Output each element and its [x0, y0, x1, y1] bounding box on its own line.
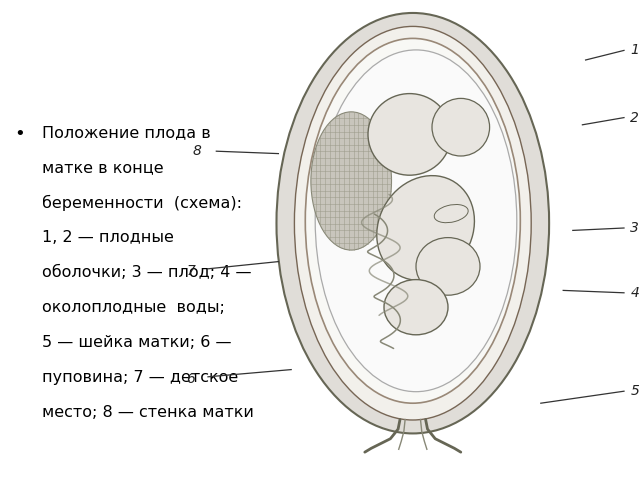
Text: 3: 3 — [630, 221, 639, 235]
Text: место; 8 — стенка матки: место; 8 — стенка матки — [42, 405, 253, 420]
Ellipse shape — [368, 94, 451, 175]
Text: 5: 5 — [630, 384, 639, 398]
Text: •: • — [14, 125, 25, 143]
Text: 2: 2 — [630, 110, 639, 125]
Ellipse shape — [311, 112, 392, 250]
Text: 4: 4 — [630, 286, 639, 300]
Text: 1: 1 — [630, 43, 639, 58]
Text: оболочки; 3 — плод; 4 —: оболочки; 3 — плод; 4 — — [42, 265, 251, 280]
Text: 8: 8 — [193, 144, 202, 158]
Ellipse shape — [294, 26, 531, 420]
Text: 5 — шейка матки; 6 —: 5 — шейка матки; 6 — — [42, 335, 231, 350]
Text: Положение плода в: Положение плода в — [42, 125, 211, 140]
Ellipse shape — [276, 13, 549, 433]
Text: беременности  (схема):: беременности (схема): — [42, 195, 242, 211]
Ellipse shape — [434, 204, 468, 223]
Text: 6: 6 — [186, 372, 195, 386]
Ellipse shape — [384, 279, 448, 335]
Ellipse shape — [377, 176, 474, 280]
Ellipse shape — [305, 38, 520, 403]
Ellipse shape — [416, 238, 480, 295]
Ellipse shape — [432, 98, 490, 156]
Text: 7: 7 — [186, 264, 195, 278]
Text: 1, 2 — плодные: 1, 2 — плодные — [42, 230, 173, 245]
Ellipse shape — [315, 50, 517, 392]
Text: матке в конце: матке в конце — [42, 160, 163, 175]
Text: пуповина; 7 — детское: пуповина; 7 — детское — [42, 370, 238, 385]
Text: околоплодные  воды;: околоплодные воды; — [42, 300, 225, 315]
